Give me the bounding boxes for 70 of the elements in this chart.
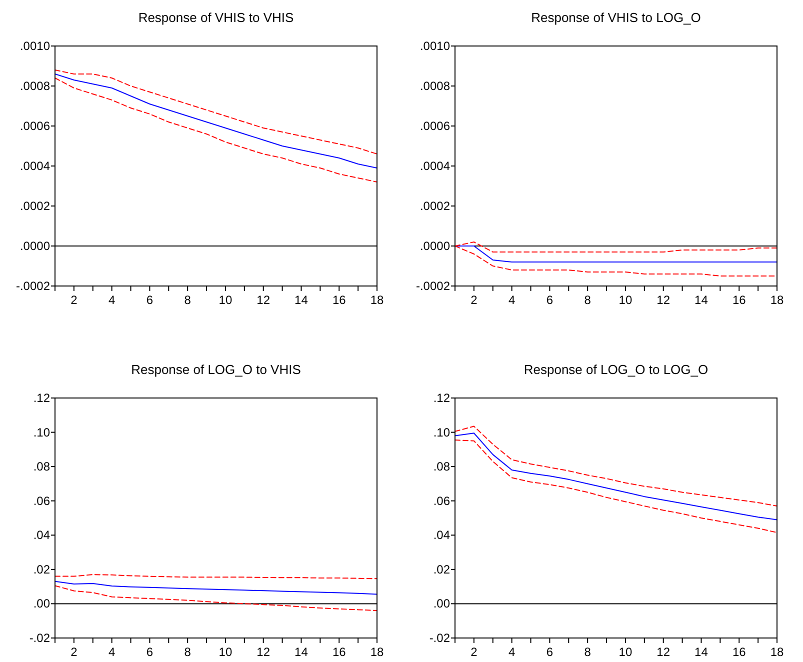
x-tick-label: 6 (546, 293, 554, 307)
x-tick-label: 10 (218, 293, 232, 307)
x-tick-label: 18 (370, 293, 384, 307)
chart-title: Response of LOG_O to LOG_O (524, 362, 708, 377)
x-tick-label: 16 (732, 293, 746, 307)
x-tick-label: 10 (618, 293, 632, 307)
y-tick-label: .06 (433, 494, 450, 508)
y-tick-label: .00 (433, 596, 450, 611)
y-tick-label: .0004 (420, 159, 450, 173)
y-tick-label: .0000 (420, 239, 450, 253)
y-tick-label: .02 (433, 562, 450, 576)
x-tick-label: 8 (184, 645, 192, 659)
x-tick-label: 12 (256, 645, 270, 659)
y-tick-label: .10 (433, 425, 450, 440)
x-tick-label: 16 (732, 645, 746, 659)
y-tick-label: .02 (33, 562, 50, 576)
x-tick-label: 8 (584, 293, 592, 307)
y-tick-label: .04 (433, 528, 450, 542)
x-tick-label: 12 (656, 293, 670, 307)
x-tick-label: 4 (508, 645, 516, 659)
y-tick-label: .0006 (420, 119, 450, 133)
x-tick-label: 2 (70, 645, 78, 659)
x-tick-label: 14 (294, 645, 308, 659)
y-tick-label: -.0002 (16, 279, 50, 293)
y-tick-label: .0004 (20, 159, 50, 173)
chart-title: Response of LOG_O to VHIS (131, 362, 302, 377)
x-tick-label: 12 (656, 645, 670, 659)
y-tick-label: -.02 (29, 631, 50, 645)
x-tick-label: 18 (370, 645, 384, 659)
x-tick-label: 8 (584, 645, 592, 659)
x-tick-label: 12 (256, 293, 270, 307)
chart-title: Response of VHIS to LOG_O (531, 10, 701, 25)
y-tick-label: .10 (33, 425, 50, 440)
x-tick-label: 14 (694, 293, 708, 307)
x-tick-label: 10 (218, 645, 232, 659)
x-tick-label: 8 (184, 293, 192, 307)
x-tick-label: 2 (470, 293, 478, 307)
chart-title: Response of VHIS to VHIS (138, 10, 294, 25)
y-tick-label: .0000 (20, 239, 50, 253)
x-tick-label: 4 (108, 293, 116, 307)
x-tick-label: 14 (294, 293, 308, 307)
y-tick-label: .0010 (420, 39, 450, 53)
y-tick-label: .12 (433, 391, 450, 405)
x-tick-label: 18 (770, 645, 784, 659)
y-tick-label: .08 (433, 460, 450, 474)
y-tick-label: .04 (33, 528, 50, 542)
x-tick-label: 6 (546, 645, 554, 659)
y-tick-label: -.02 (429, 631, 450, 645)
y-tick-label: .0008 (20, 79, 50, 93)
x-tick-label: 4 (508, 293, 516, 307)
y-tick-label: .0006 (20, 119, 50, 133)
x-tick-label: 16 (332, 645, 346, 659)
y-tick-label: .0008 (420, 79, 450, 93)
y-tick-label: .12 (33, 391, 50, 405)
y-tick-label: .08 (33, 460, 50, 474)
y-tick-label: -.0002 (416, 279, 450, 293)
x-tick-label: 6 (146, 293, 154, 307)
x-tick-label: 14 (694, 645, 708, 659)
x-tick-label: 6 (146, 645, 154, 659)
y-tick-label: .0010 (20, 39, 50, 53)
x-tick-label: 4 (108, 645, 116, 659)
x-tick-label: 2 (470, 645, 478, 659)
y-tick-label: .00 (33, 596, 50, 611)
x-tick-label: 10 (618, 645, 632, 659)
x-tick-label: 18 (770, 293, 784, 307)
x-tick-label: 2 (70, 293, 78, 307)
y-tick-label: .06 (33, 494, 50, 508)
y-tick-label: .0002 (420, 199, 450, 213)
y-tick-label: .0002 (20, 199, 50, 213)
x-tick-label: 16 (332, 293, 346, 307)
